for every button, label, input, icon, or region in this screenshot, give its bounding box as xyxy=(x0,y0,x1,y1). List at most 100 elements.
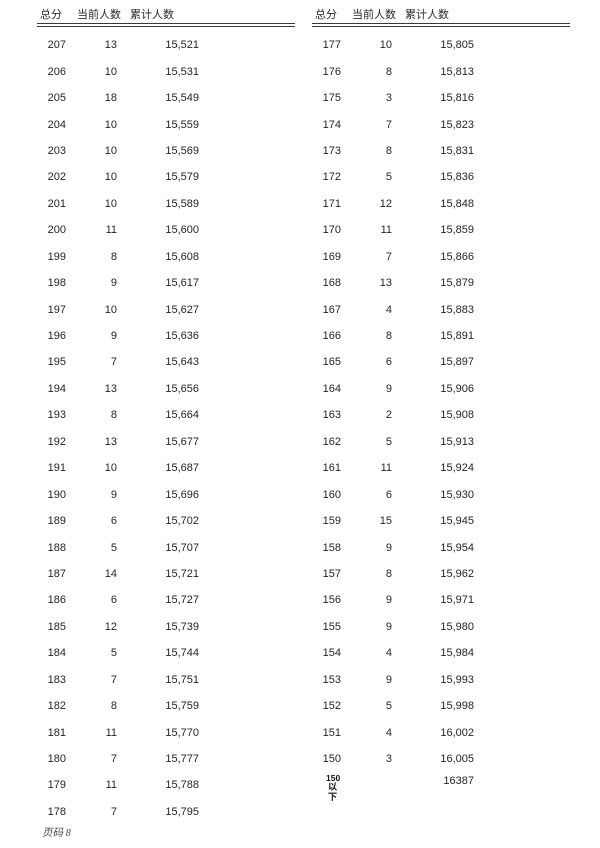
table-row: 153 9 15,993 xyxy=(312,667,570,693)
table-row: 205 18 15,549 xyxy=(37,85,295,111)
table-row: 178 7 15,795 xyxy=(37,799,295,825)
cell-score: 202 xyxy=(47,171,66,184)
cell-score: 173 xyxy=(322,144,341,157)
cell-cumulative-count: 15,687 xyxy=(165,462,199,475)
table-row: 164 9 15,906 xyxy=(312,376,570,402)
cell-cumulative-count: 15,770 xyxy=(165,726,199,739)
cell-current-count: 3 xyxy=(385,92,392,105)
cell-current-count: 11 xyxy=(105,779,117,792)
cell-score: 196 xyxy=(47,330,66,343)
cell-score: 194 xyxy=(47,382,66,395)
cell-cumulative-count: 15,579 xyxy=(165,171,199,184)
table-row: 154 4 15,984 xyxy=(312,640,570,666)
score-label-line: 150 xyxy=(326,773,341,784)
cell-current-count: 9 xyxy=(385,541,392,554)
table-row: 190 9 15,696 xyxy=(37,481,295,507)
cell-cumulative-count: 15,891 xyxy=(440,330,474,343)
cell-score: 201 xyxy=(47,197,66,210)
table-row: 193 8 15,664 xyxy=(37,402,295,428)
cell-cumulative-count: 15,945 xyxy=(440,515,474,528)
cell-score: 187 xyxy=(47,567,66,580)
cell-score: 150 xyxy=(322,753,341,766)
cell-cumulative-count: 15,643 xyxy=(165,356,199,369)
cell-cumulative-count: 15,866 xyxy=(440,250,474,263)
cell-score: 162 xyxy=(322,435,341,448)
cell-cumulative-count: 15,823 xyxy=(440,118,474,131)
column-header-score: 总分 xyxy=(40,9,62,21)
table-row: 181 11 15,770 xyxy=(37,719,295,745)
cell-cumulative-count: 15,954 xyxy=(440,541,474,554)
cell-current-count: 9 xyxy=(110,330,117,343)
cell-score: 156 xyxy=(322,594,341,607)
cell-score: 188 xyxy=(47,541,66,554)
cell-cumulative-count: 15,677 xyxy=(165,435,199,448)
cell-score: 164 xyxy=(322,382,341,395)
table-row: 204 10 15,559 xyxy=(37,111,295,137)
header-double-rule xyxy=(312,23,570,27)
table-row: 158 9 15,954 xyxy=(312,534,570,560)
cell-current-count: 10 xyxy=(104,118,117,131)
cell-current-count: 7 xyxy=(110,753,117,766)
cell-cumulative-count: 15,998 xyxy=(440,700,474,713)
cell-score: 170 xyxy=(322,224,341,237)
column-header-current-count: 当前人数 xyxy=(77,9,121,21)
cell-current-count: 6 xyxy=(110,594,117,607)
column-header-score: 总分 xyxy=(315,9,337,21)
cell-cumulative-count: 15,831 xyxy=(440,144,474,157)
cell-cumulative-count: 15,962 xyxy=(440,567,474,580)
page-number-footer: 页码 8 xyxy=(42,828,71,839)
cell-cumulative-count: 15,559 xyxy=(165,118,199,131)
cell-current-count: 15 xyxy=(379,515,392,528)
cell-current-count: 12 xyxy=(104,620,117,633)
cell-current-count: 5 xyxy=(385,171,392,184)
cell-score: 160 xyxy=(322,488,341,501)
cell-score: 163 xyxy=(322,409,341,422)
cell-score: 180 xyxy=(47,753,66,766)
cell-current-count: 9 xyxy=(385,382,392,395)
cell-current-count: 9 xyxy=(110,488,117,501)
cell-current-count: 9 xyxy=(385,673,392,686)
cell-score: 203 xyxy=(47,144,66,157)
table-header: 总分 当前人数 累计人数 xyxy=(312,6,570,21)
cell-score: 171 xyxy=(322,197,341,210)
table-row: 196 9 15,636 xyxy=(37,323,295,349)
cell-current-count: 5 xyxy=(110,647,117,660)
cell-cumulative-count: 15,930 xyxy=(440,488,474,501)
cell-score: 205 xyxy=(47,92,66,105)
cell-current-count: 10 xyxy=(104,144,117,157)
cell-score: 199 xyxy=(47,250,66,263)
cell-cumulative-count: 15,971 xyxy=(440,594,474,607)
table-summary-row: 150 以下 16387 xyxy=(312,772,570,802)
cell-cumulative-count: 15,627 xyxy=(165,303,199,316)
cell-cumulative-count: 15,759 xyxy=(165,700,199,713)
cell-cumulative-count: 15,617 xyxy=(165,277,199,290)
cell-current-count: 8 xyxy=(385,567,392,580)
cell-score: 179 xyxy=(47,779,66,792)
cell-score: 172 xyxy=(322,171,341,184)
table-row: 165 6 15,897 xyxy=(312,349,570,375)
cell-current-count: 9 xyxy=(110,277,117,290)
cell-score: 155 xyxy=(322,620,341,633)
table-row: 151 4 16,002 xyxy=(312,719,570,745)
cell-cumulative-count: 15,788 xyxy=(165,779,199,792)
table-row: 187 14 15,721 xyxy=(37,561,295,587)
cell-score: 207 xyxy=(47,39,66,52)
table-row: 200 11 15,600 xyxy=(37,217,295,243)
cell-cumulative-count: 15,721 xyxy=(165,567,199,580)
table-row: 170 11 15,859 xyxy=(312,217,570,243)
cell-cumulative-count: 15,795 xyxy=(165,805,199,818)
table-row: 159 15 15,945 xyxy=(312,508,570,534)
table-row: 172 5 15,836 xyxy=(312,164,570,190)
cell-current-count: 8 xyxy=(385,330,392,343)
table-row: 180 7 15,777 xyxy=(37,746,295,772)
cell-cumulative-count: 15,696 xyxy=(165,488,199,501)
cell-cumulative-count: 15,980 xyxy=(440,620,474,633)
cell-cumulative-count: 15,848 xyxy=(440,197,474,210)
table-row: 176 8 15,813 xyxy=(312,58,570,84)
cell-cumulative-count: 15,816 xyxy=(440,92,474,105)
cell-score: 184 xyxy=(47,647,66,660)
cell-cumulative-count: 15,727 xyxy=(165,594,199,607)
cell-score: 185 xyxy=(47,620,66,633)
cell-cumulative-count: 15,656 xyxy=(165,382,199,395)
cell-cumulative-count: 15,664 xyxy=(165,409,199,422)
